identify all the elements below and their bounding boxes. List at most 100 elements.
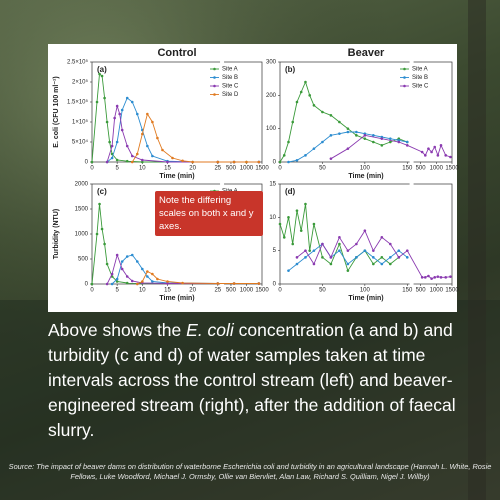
data-point bbox=[338, 132, 341, 135]
data-point bbox=[130, 279, 134, 283]
data-point bbox=[430, 150, 433, 154]
x-tick-label: 50 bbox=[319, 288, 326, 294]
data-point bbox=[389, 137, 392, 140]
data-point bbox=[166, 280, 169, 283]
data-point bbox=[346, 249, 350, 252]
data-point bbox=[108, 140, 111, 144]
data-point bbox=[389, 256, 392, 259]
data-point bbox=[95, 100, 99, 104]
data-point bbox=[380, 262, 384, 266]
x-tick-label: 0 bbox=[90, 166, 94, 172]
legend-swatch bbox=[403, 67, 406, 71]
data-point bbox=[181, 281, 184, 285]
caption-italic: E. coli bbox=[186, 320, 234, 340]
x-tick-label: 20 bbox=[189, 166, 196, 172]
data-point bbox=[115, 104, 119, 108]
data-point bbox=[397, 256, 401, 259]
data-point bbox=[449, 155, 452, 159]
y-tick-label: 1500 bbox=[75, 207, 89, 213]
data-point bbox=[125, 255, 129, 258]
data-point bbox=[372, 256, 375, 259]
data-point bbox=[380, 144, 384, 147]
legend-swatch bbox=[213, 84, 216, 88]
legend-swatch bbox=[403, 76, 406, 79]
x-tick-label: 1500 bbox=[255, 166, 269, 172]
data-point bbox=[130, 154, 134, 158]
x-tick-label: 10 bbox=[139, 288, 146, 294]
series-line bbox=[131, 112, 259, 163]
caption: Above shows the E. coli concentration (a… bbox=[48, 318, 462, 443]
data-point bbox=[312, 262, 316, 266]
x-tick-label: 500 bbox=[416, 288, 427, 294]
data-point bbox=[245, 160, 248, 164]
data-point bbox=[372, 249, 375, 252]
data-point bbox=[125, 96, 129, 100]
x-tick-label: 1500 bbox=[445, 166, 459, 172]
data-point bbox=[321, 256, 324, 259]
data-point bbox=[389, 262, 392, 266]
chart-title: Beaver bbox=[348, 47, 385, 59]
data-point bbox=[151, 154, 154, 158]
y-tick-label: 2×10⁵ bbox=[72, 79, 89, 86]
data-point bbox=[98, 72, 101, 76]
data-point bbox=[100, 74, 104, 78]
caption-text: Above shows the bbox=[48, 320, 187, 340]
y-tick-label: 1×10⁵ bbox=[72, 119, 89, 126]
data-point bbox=[291, 242, 295, 246]
data-point bbox=[380, 236, 384, 239]
data-point bbox=[125, 159, 129, 163]
data-point bbox=[156, 136, 159, 140]
y-tick-label: 300 bbox=[266, 60, 277, 66]
data-point bbox=[141, 132, 144, 136]
data-point bbox=[282, 154, 286, 157]
panel-label: (c) bbox=[97, 187, 107, 196]
data-point bbox=[110, 156, 114, 160]
legend-label: Site C bbox=[412, 84, 429, 90]
series-line bbox=[279, 80, 408, 163]
data-point bbox=[120, 260, 124, 263]
data-point bbox=[338, 242, 341, 246]
legend-swatch bbox=[213, 76, 216, 79]
x-tick-label: 0 bbox=[278, 166, 282, 172]
data-point bbox=[257, 160, 261, 164]
y-tick-label: 0 bbox=[85, 160, 89, 166]
note-box: Note the differing scales on both x and … bbox=[155, 191, 263, 236]
data-point bbox=[304, 202, 307, 206]
data-point bbox=[372, 140, 375, 144]
data-point bbox=[146, 112, 149, 116]
data-point bbox=[110, 144, 114, 148]
data-point bbox=[312, 249, 316, 252]
data-point bbox=[363, 134, 367, 137]
axis-break bbox=[220, 181, 225, 187]
axis-break bbox=[409, 159, 414, 165]
data-point bbox=[397, 249, 401, 252]
data-point bbox=[449, 275, 452, 278]
data-point bbox=[436, 154, 440, 157]
x-tick-label: 500 bbox=[226, 288, 237, 294]
x-tick-label: 1000 bbox=[430, 166, 444, 172]
data-point bbox=[299, 229, 303, 232]
data-point bbox=[329, 262, 333, 266]
x-tick-label: 15 bbox=[164, 166, 171, 172]
data-point bbox=[151, 120, 154, 124]
axis-break bbox=[409, 59, 414, 65]
x-tick-label: 5 bbox=[115, 166, 119, 172]
data-point bbox=[282, 236, 286, 239]
data-point bbox=[444, 276, 448, 279]
x-tick-label: 0 bbox=[278, 288, 282, 294]
legend-label: Site C bbox=[222, 84, 239, 90]
y-tick-label: 100 bbox=[266, 126, 277, 132]
data-point bbox=[295, 159, 299, 162]
data-point bbox=[135, 282, 139, 286]
data-point bbox=[115, 277, 119, 281]
legend-swatch bbox=[213, 93, 216, 96]
x-tick-label: 1000 bbox=[240, 288, 254, 294]
data-point bbox=[363, 249, 367, 252]
data-point bbox=[216, 160, 220, 164]
data-point bbox=[98, 202, 101, 206]
data-point bbox=[355, 242, 358, 246]
data-point bbox=[191, 160, 194, 164]
x-tick-label: 100 bbox=[360, 166, 371, 172]
data-point bbox=[135, 260, 139, 263]
